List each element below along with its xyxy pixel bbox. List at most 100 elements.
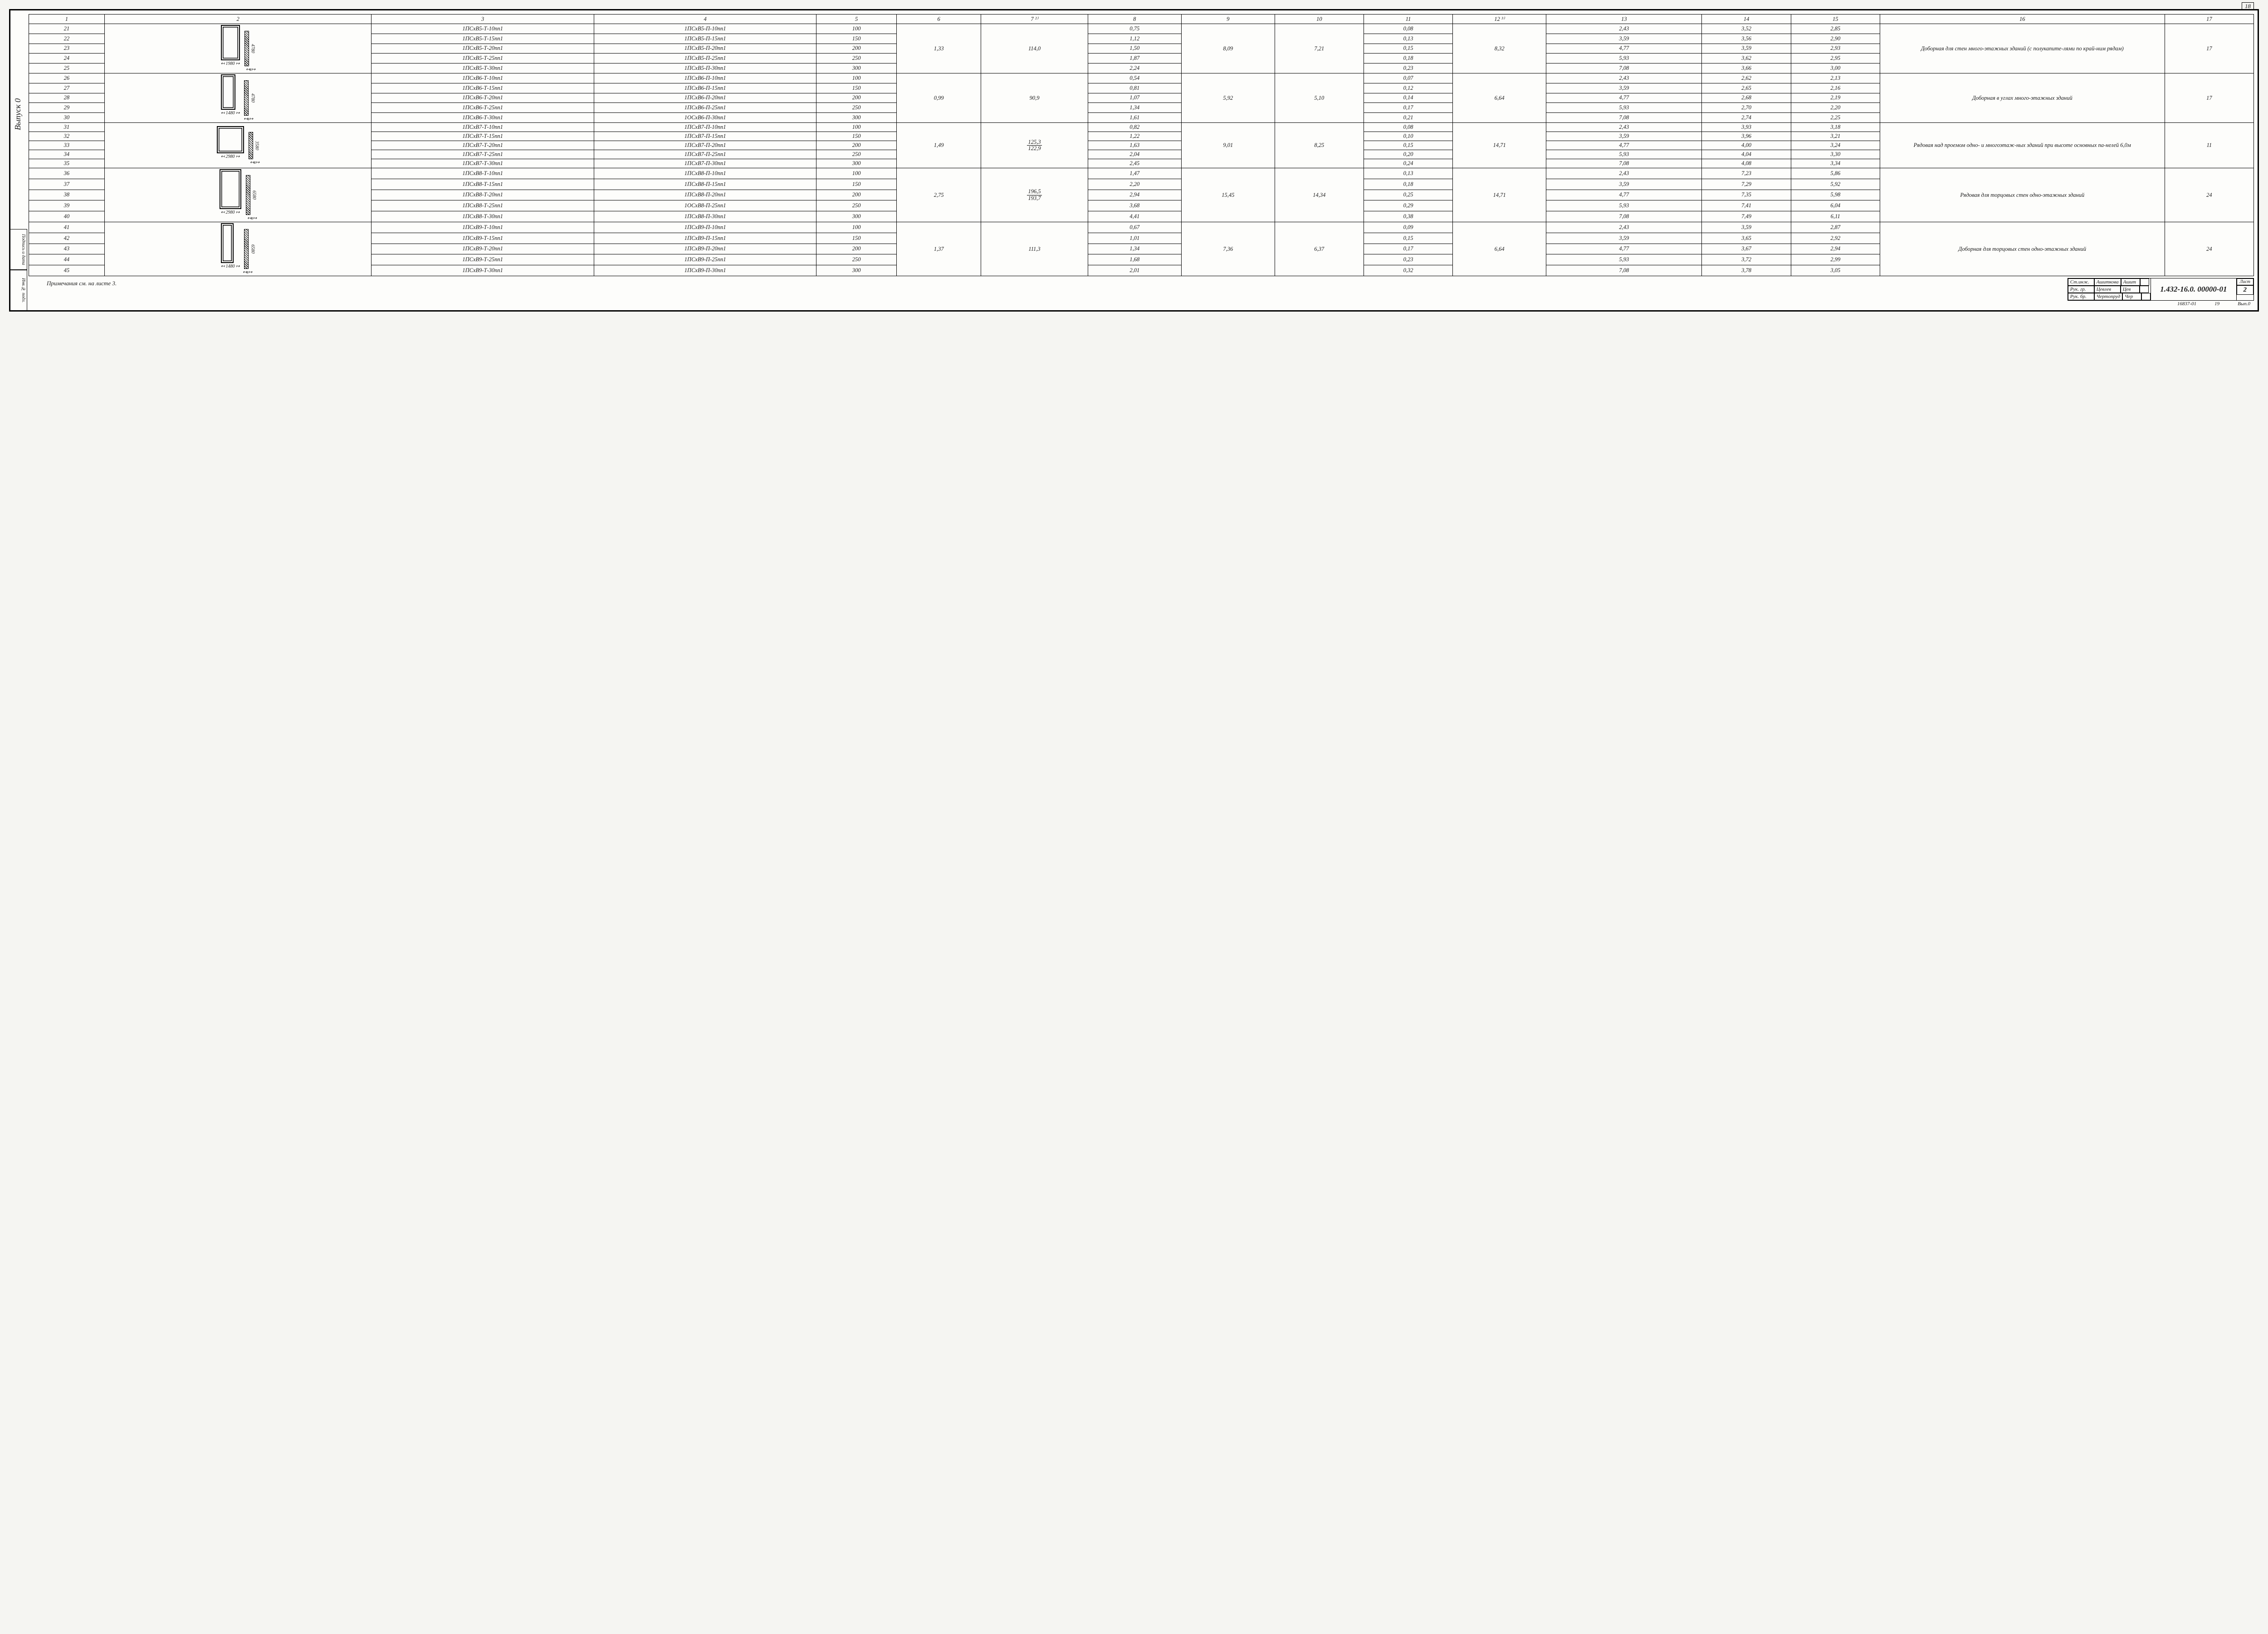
c15: 5,92 — [1791, 179, 1880, 190]
note: Примечания см. на листе 3. — [29, 278, 2062, 287]
col-header: 15 — [1791, 15, 1880, 24]
c4: 1ПСхВ7-П-25пп1 — [594, 150, 816, 159]
c10: 6,37 — [1275, 222, 1364, 276]
c5: 300 — [816, 159, 897, 168]
c17: 17 — [2165, 73, 2253, 123]
c12: 6,64 — [1453, 222, 1546, 276]
c5: 150 — [816, 179, 897, 190]
c3: 1ПСхВ6-Т-10пп1 — [371, 73, 594, 83]
c14: 2,70 — [1702, 103, 1791, 113]
c5: 250 — [816, 103, 897, 113]
c4: 1ПСхВ6-П-20пп1 — [594, 93, 816, 103]
c11: 0,20 — [1364, 150, 1452, 159]
c14: 3,56 — [1702, 34, 1791, 44]
row-num: 21 — [29, 24, 105, 34]
c8: 1,01 — [1088, 233, 1181, 244]
c8: 1,61 — [1088, 113, 1181, 123]
c8: 0,75 — [1088, 24, 1181, 34]
c11: 0,17 — [1364, 244, 1452, 254]
c14: 3,66 — [1702, 63, 1791, 73]
c14: 4,04 — [1702, 150, 1791, 159]
col-header: 9 — [1181, 15, 1275, 24]
tb-date — [2140, 286, 2149, 293]
c4: 1ПСхВ8-П-15пп1 — [594, 179, 816, 190]
c16: Доборная для стен много-этажных зданий (… — [1880, 24, 2165, 73]
side-boxes: Подпись и дата Инв.№ подл. — [10, 229, 27, 311]
c8: 0,54 — [1088, 73, 1181, 83]
tb-sig: Цев — [2121, 286, 2140, 293]
c4: 1ПСхВ5-П-15пп1 — [594, 34, 816, 44]
c16: Рядовая для торцовых стен одно-этажных з… — [1880, 168, 2165, 222]
c9: 9,01 — [1181, 123, 1275, 168]
row-num: 28 — [29, 93, 105, 103]
row-num: 34 — [29, 150, 105, 159]
c3: 1ПСхВ8-Т-25пп1 — [371, 200, 594, 211]
c5: 150 — [816, 132, 897, 141]
c3: 1ПСхВ6-Т-20пп1 — [371, 93, 594, 103]
c11: 0,15 — [1364, 141, 1452, 150]
row-num: 38 — [29, 190, 105, 200]
c15: 2,92 — [1791, 233, 1880, 244]
c13: 2,43 — [1546, 73, 1702, 83]
col-header: 11 — [1364, 15, 1452, 24]
c17: 11 — [2165, 123, 2253, 168]
c8: 3,68 — [1088, 200, 1181, 211]
col-header: 1 — [29, 15, 105, 24]
c5: 100 — [816, 73, 897, 83]
c15: 6,11 — [1791, 211, 1880, 222]
c9: 15,45 — [1181, 168, 1275, 222]
c5: 150 — [816, 83, 897, 93]
c8: 2,01 — [1088, 265, 1181, 276]
tb-name: Цевлев — [2094, 286, 2121, 293]
sketch-cell: ↤ 2980 ↦ 6580 ↤в↦ — [104, 168, 371, 222]
row-num: 31 — [29, 123, 105, 132]
title-block: Ст.инж. Ашиткова Ашит Рук. гр. Цевлев Це… — [2068, 278, 2254, 301]
c11: 0,10 — [1364, 132, 1452, 141]
c11: 0,23 — [1364, 254, 1452, 265]
c11: 0,25 — [1364, 190, 1452, 200]
main-table: 1234567 ²⁾89101112 ³⁾1314151617 21 ↤ 198… — [29, 14, 2254, 276]
c3: 1ПСхВ8-Т-10пп1 — [371, 168, 594, 179]
c17: 24 — [2165, 222, 2253, 276]
tb-sig: Чер — [2122, 293, 2141, 300]
c7: 114,0 — [981, 24, 1088, 73]
c8: 2,45 — [1088, 159, 1181, 168]
row-num: 23 — [29, 44, 105, 54]
c4: 1ПСхВ7-П-20пп1 — [594, 141, 816, 150]
c6: 1,33 — [896, 24, 981, 73]
c8: 0,67 — [1088, 222, 1181, 233]
c14: 3,59 — [1702, 44, 1791, 54]
c8: 4,41 — [1088, 211, 1181, 222]
row-num: 45 — [29, 265, 105, 276]
c8: 2,24 — [1088, 63, 1181, 73]
c6: 1,37 — [896, 222, 981, 276]
c5: 250 — [816, 200, 897, 211]
c7: 90,9 — [981, 73, 1088, 123]
c8: 1,50 — [1088, 44, 1181, 54]
row-num: 32 — [29, 132, 105, 141]
c12: 8,32 — [1453, 24, 1546, 73]
c4: 1ПСхВ9-П-15пп1 — [594, 233, 816, 244]
c4: 1ОСхВ6-П-30пп1 — [594, 113, 816, 123]
c16: Доборная в углах много-этажных зданий — [1880, 73, 2165, 123]
c13: 4,77 — [1546, 44, 1702, 54]
c15: 2,20 — [1791, 103, 1880, 113]
c14: 2,65 — [1702, 83, 1791, 93]
c16: Рядовая над проемом одно- и многоэтаж-ны… — [1880, 123, 2165, 168]
c5: 100 — [816, 222, 897, 233]
row-num: 44 — [29, 254, 105, 265]
tb-sig: Ашит — [2121, 278, 2140, 286]
c15: 3,05 — [1791, 265, 1880, 276]
c11: 0,21 — [1364, 113, 1452, 123]
c15: 2,85 — [1791, 24, 1880, 34]
c14: 3,59 — [1702, 222, 1791, 233]
c8: 2,94 — [1088, 190, 1181, 200]
c17: 17 — [2165, 24, 2253, 73]
c5: 100 — [816, 123, 897, 132]
c13: 3,59 — [1546, 34, 1702, 44]
c14: 7,49 — [1702, 211, 1791, 222]
title-block-row: Ст.инж. Ашиткова Ашит — [2068, 278, 2151, 286]
c3: 1ПСхВ7-Т-20пп1 — [371, 141, 594, 150]
c11: 0,13 — [1364, 34, 1452, 44]
c8: 1,47 — [1088, 168, 1181, 179]
